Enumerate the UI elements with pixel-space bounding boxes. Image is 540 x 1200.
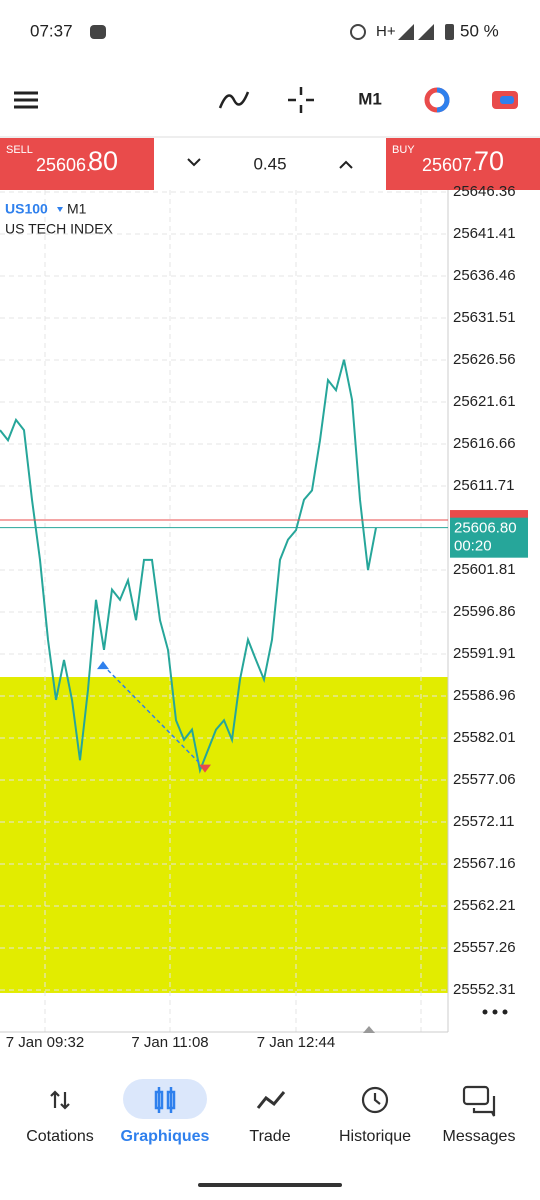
chart-tab-icon <box>154 1087 176 1113</box>
status-battery: 50 % <box>460 21 499 40</box>
y-tick-label: 25626.56 <box>453 351 516 368</box>
chart-timeframe: M1 <box>67 201 87 217</box>
volume[interactable]: 0.45 <box>253 154 286 173</box>
y-tick-label: 25582.01 <box>453 729 516 746</box>
trade-line <box>102 664 206 770</box>
x-tick-label: 7 Jan 12:44 <box>257 1034 335 1051</box>
y-tick-label: 25562.21 <box>453 897 516 914</box>
menu-button[interactable] <box>14 91 38 109</box>
status-network: H+ <box>376 23 396 40</box>
y-tick-label: 25636.46 <box>453 267 516 284</box>
indicators-button[interactable] <box>218 91 250 109</box>
x-tick-label: 7 Jan 11:08 <box>131 1034 208 1051</box>
trade-open <box>97 661 109 670</box>
buy-price-big: 70 <box>474 146 504 176</box>
bid-tag <box>450 517 528 558</box>
chart-name: US TECH INDEX <box>5 221 114 237</box>
objects-button-half <box>436 87 450 113</box>
sell-price-big: 80 <box>88 146 118 176</box>
y-tick-label: 25557.26 <box>453 939 516 956</box>
sell-label: SELL <box>6 144 33 156</box>
status-icon <box>90 25 106 39</box>
y-tick-label: 25616.66 <box>453 435 516 452</box>
y-tick-label: 25586.96 <box>453 687 516 704</box>
chart-symbol[interactable]: US100 <box>5 201 48 217</box>
status-time: 07:37 <box>30 21 73 40</box>
y-tick-label: 25641.41 <box>453 225 516 242</box>
nav-label[interactable]: Graphiques <box>121 1128 210 1145</box>
nav-label[interactable]: Messages <box>443 1128 516 1145</box>
status-icon <box>350 24 366 40</box>
timeframe-button[interactable]: M1 <box>358 89 382 108</box>
bid-timer: 00:20 <box>454 538 492 555</box>
y-tick-label: 25631.51 <box>453 309 516 326</box>
y-tick-label: 25596.86 <box>453 603 516 620</box>
zone <box>0 677 448 993</box>
y-tick-label: 25572.11 <box>453 813 514 830</box>
chart: 25646.36 25641.41 25636.46 25631.51 25626.56… <box>0 183 528 1051</box>
scroll-marker <box>363 1026 375 1033</box>
active-tab-bg <box>123 1079 207 1119</box>
sell-price: 25606. <box>36 155 91 175</box>
x-tick-label: 7 Jan 09:32 <box>6 1034 84 1051</box>
crosshair-button[interactable] <box>288 87 314 113</box>
bid-label: 25606.80 <box>454 520 517 537</box>
trade-button-inner <box>500 96 514 104</box>
y-tick-label: 25577.06 <box>453 771 516 788</box>
buy-button[interactable] <box>386 138 540 190</box>
price-line <box>0 359 377 774</box>
nav-label[interactable]: Trade <box>249 1128 290 1145</box>
buy-label: BUY <box>392 144 415 156</box>
buy-price: 25607. <box>422 155 477 175</box>
sell-button[interactable] <box>0 138 154 190</box>
y-tick-label: 25567.16 <box>453 855 516 872</box>
y-tick-label: 25552.31 <box>453 981 516 998</box>
y-tick-label: 25601.81 <box>453 561 516 578</box>
symbol-dropdown[interactable] <box>57 207 63 212</box>
nav-label[interactable]: Cotations <box>26 1128 94 1145</box>
nav-label[interactable]: Historique <box>339 1128 411 1145</box>
more-button[interactable] <box>482 1009 508 1015</box>
y-tick-label: 25646.36 <box>453 183 516 200</box>
trade-close <box>199 764 211 773</box>
nav-icons <box>50 1085 496 1117</box>
volume-down[interactable] <box>187 158 201 167</box>
y-tick-label: 25621.61 <box>453 393 516 410</box>
y-tick-label: 25591.91 <box>453 645 516 662</box>
volume-up[interactable] <box>339 160 353 169</box>
y-tick-label: 25611.71 <box>453 477 514 494</box>
battery-icon <box>445 24 454 40</box>
signal-icon <box>398 24 434 40</box>
